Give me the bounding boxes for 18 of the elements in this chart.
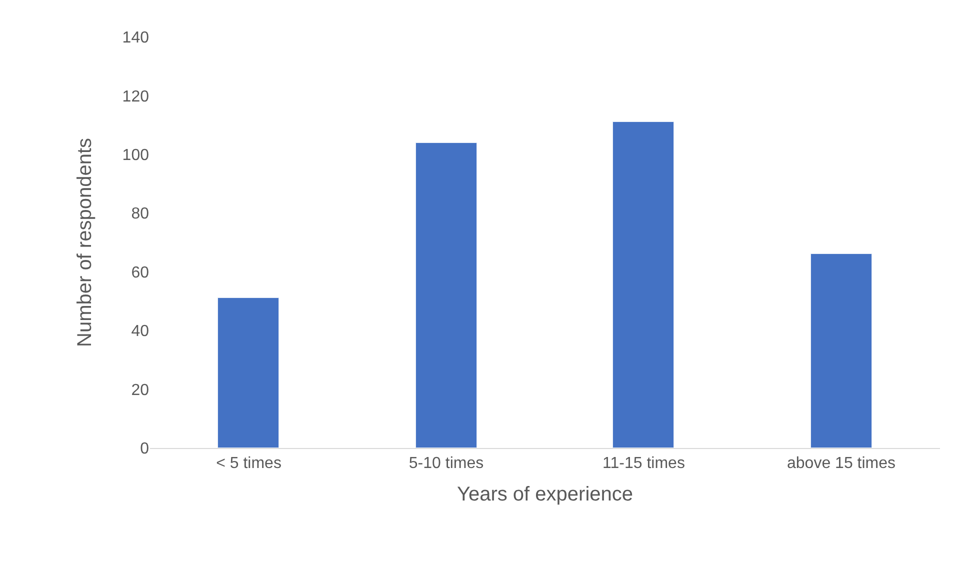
y-tick-label: 0 bbox=[140, 440, 150, 458]
y-tick-label: 40 bbox=[131, 323, 150, 340]
y-axis-title: Number of respondents bbox=[74, 138, 96, 348]
y-tick-label: 120 bbox=[122, 88, 150, 106]
x-tick-label: < 5 times bbox=[216, 455, 282, 472]
x-tick-label: 5-10 times bbox=[408, 455, 484, 472]
x-tick-label: above 15 times bbox=[786, 455, 896, 472]
y-tick-label: 20 bbox=[131, 382, 150, 399]
bar bbox=[416, 142, 477, 448]
bar bbox=[612, 122, 674, 448]
x-tick-label: 11-15 times bbox=[602, 455, 685, 472]
bar bbox=[218, 298, 279, 448]
y-tick-label: 80 bbox=[131, 206, 150, 223]
y-tick-label: 60 bbox=[131, 264, 150, 282]
x-axis-title: Years of experience bbox=[456, 484, 634, 506]
y-tick-label: 100 bbox=[122, 147, 150, 164]
bar bbox=[810, 254, 872, 448]
y-tick-label: 140 bbox=[122, 30, 150, 47]
